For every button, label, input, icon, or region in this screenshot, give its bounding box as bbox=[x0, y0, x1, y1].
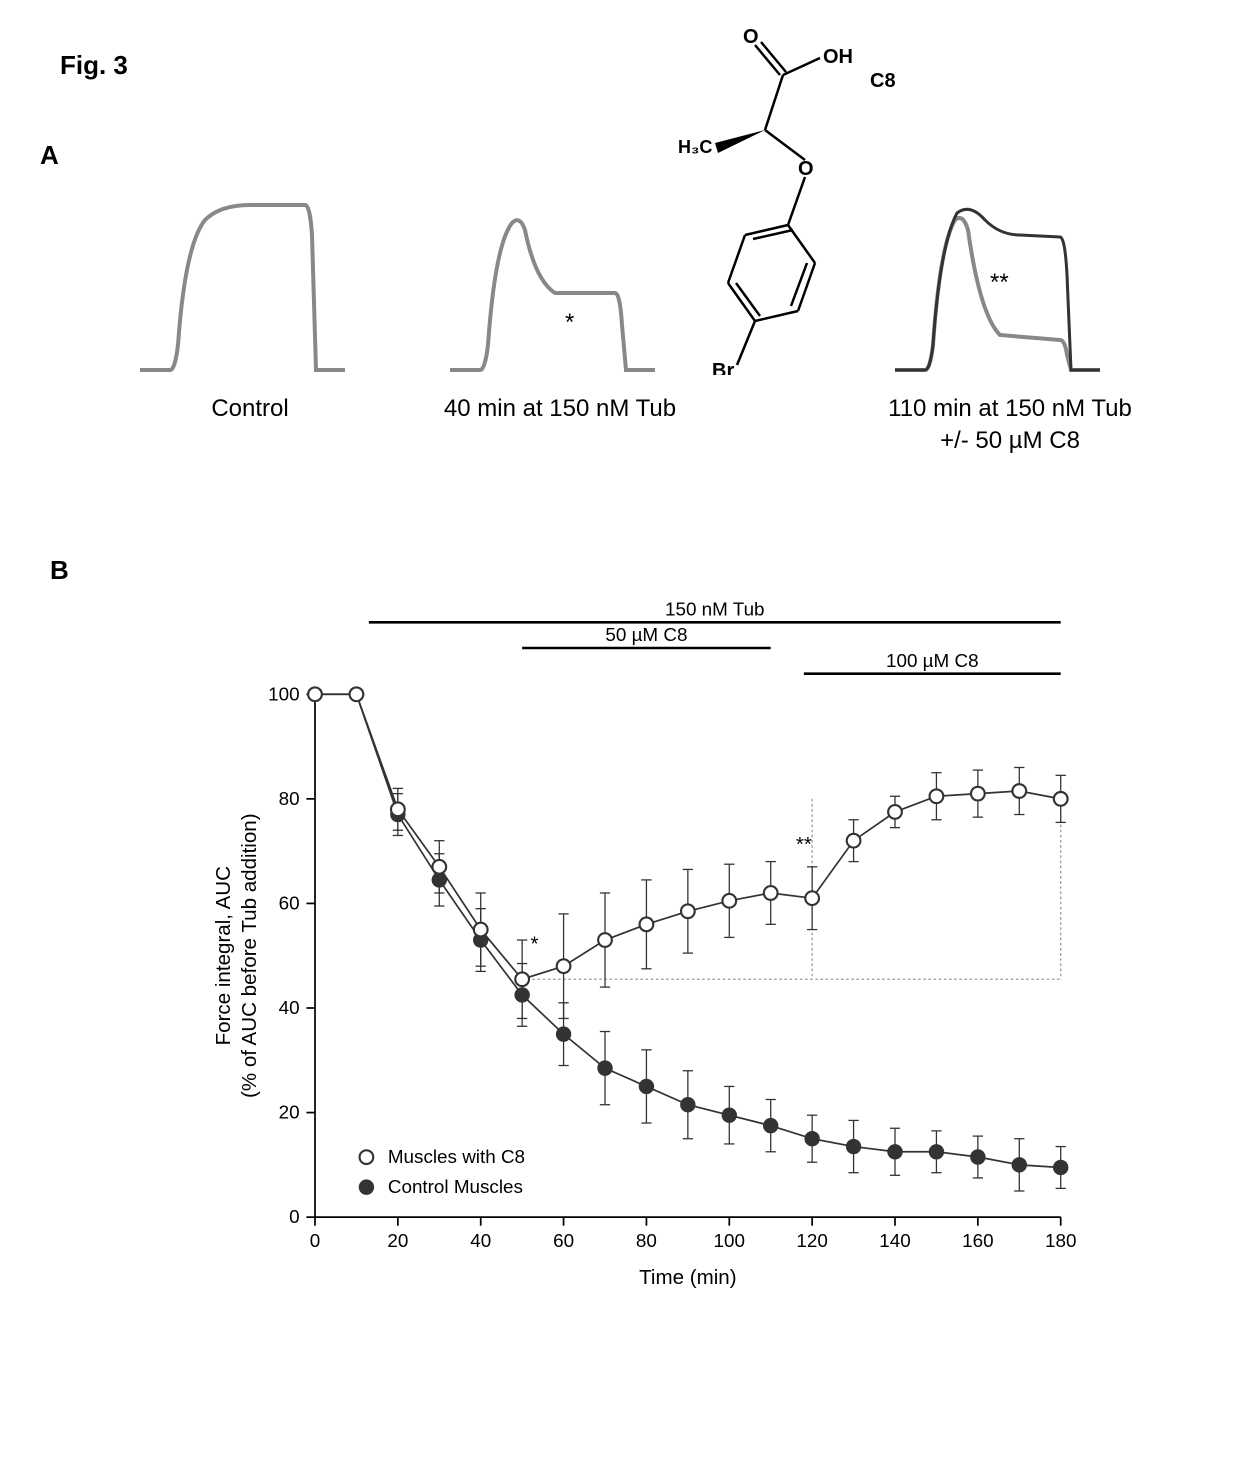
trace-110min-label2: +/- 50 µM C8 bbox=[885, 427, 1135, 455]
svg-text:Time (min): Time (min) bbox=[639, 1266, 736, 1289]
svg-text:100 µM C8: 100 µM C8 bbox=[886, 650, 979, 671]
trace-40min-sig: * bbox=[565, 309, 574, 336]
svg-text:160: 160 bbox=[962, 1230, 993, 1251]
svg-text:180: 180 bbox=[1045, 1230, 1076, 1251]
svg-text:40: 40 bbox=[470, 1230, 491, 1251]
svg-text:40: 40 bbox=[279, 997, 300, 1018]
svg-text:150 nM Tub: 150 nM Tub bbox=[665, 600, 765, 619]
panel-b-label: B bbox=[50, 555, 69, 586]
svg-text:**: ** bbox=[796, 833, 812, 856]
svg-text:Muscles with C8: Muscles with C8 bbox=[388, 1146, 525, 1167]
svg-text:20: 20 bbox=[279, 1102, 300, 1123]
chem-h3c-label: H₃C bbox=[678, 137, 712, 157]
chart-b: 0 20 40 60 80 100 120 140 160 180 0 20 40 60 80 100 Time… bbox=[130, 600, 1160, 1320]
chemical-structure: O OH H₃C O Br bbox=[640, 25, 900, 375]
svg-text:0: 0 bbox=[289, 1206, 299, 1227]
trace-control bbox=[130, 175, 360, 385]
svg-text:20: 20 bbox=[387, 1230, 408, 1251]
svg-text:120: 120 bbox=[796, 1230, 827, 1251]
svg-text:Control Muscles: Control Muscles bbox=[388, 1176, 523, 1197]
trace-control-label: Control bbox=[180, 395, 320, 423]
trace-110min-label1: 110 min at 150 nM Tub bbox=[855, 395, 1165, 423]
svg-text:*: * bbox=[531, 932, 539, 955]
svg-text:100: 100 bbox=[714, 1230, 745, 1251]
svg-text:100: 100 bbox=[268, 683, 299, 704]
svg-text:Force integral, AUC: Force integral, AUC bbox=[212, 866, 235, 1046]
svg-text:0: 0 bbox=[310, 1230, 320, 1251]
trace-110min: ** bbox=[885, 175, 1115, 385]
svg-text:80: 80 bbox=[636, 1230, 657, 1251]
trace-110min-sig: ** bbox=[990, 269, 1009, 296]
figure-label: Fig. 3 bbox=[60, 50, 128, 81]
svg-text:60: 60 bbox=[553, 1230, 574, 1251]
svg-text:50 µM C8: 50 µM C8 bbox=[605, 624, 687, 645]
panel-a-label: A bbox=[40, 140, 59, 171]
chem-o-label: O bbox=[743, 26, 759, 48]
trace-40min-label: 40 min at 150 nM Tub bbox=[410, 395, 710, 423]
trace-40min: * bbox=[440, 175, 670, 385]
chem-o2-label: O bbox=[798, 158, 814, 180]
svg-text:80: 80 bbox=[279, 788, 300, 809]
svg-text:140: 140 bbox=[879, 1230, 910, 1251]
chem-oh-label: OH bbox=[823, 46, 853, 68]
svg-text:(% of AUC before Tub addition): (% of AUC before Tub addition) bbox=[238, 813, 261, 1098]
svg-text:60: 60 bbox=[279, 892, 300, 913]
compound-label: C8 bbox=[870, 70, 896, 93]
chem-br-label: Br bbox=[712, 360, 734, 375]
